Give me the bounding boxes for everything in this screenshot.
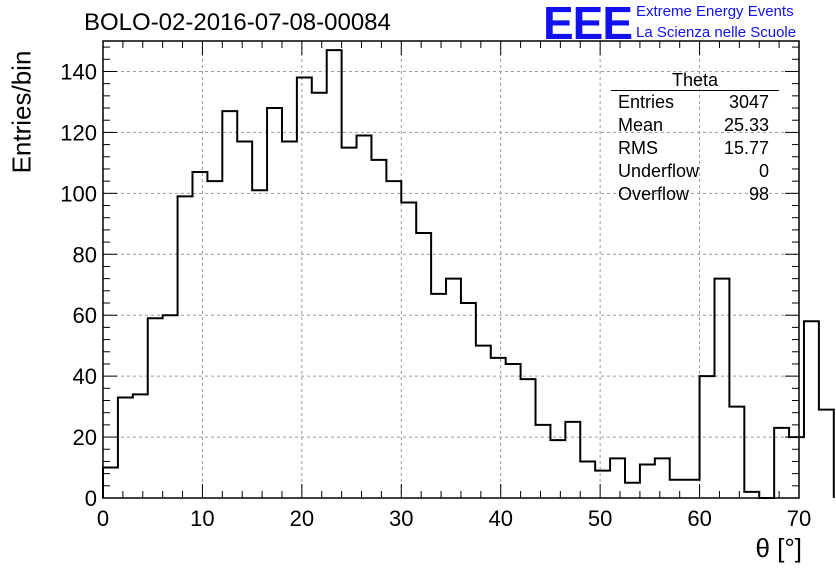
stats-label: Overflow <box>618 184 690 204</box>
x-tick-label: 50 <box>588 506 612 531</box>
logo-line-1: Extreme Energy Events <box>636 3 794 20</box>
y-tick-label: 0 <box>85 486 97 511</box>
plot-title: BOLO-02-2016-07-08-00084 <box>84 9 391 36</box>
stats-title: Theta <box>611 70 779 91</box>
stats-value: 15.77 <box>723 138 769 158</box>
stats-label: RMS <box>618 138 658 158</box>
y-tick-label: 100 <box>60 181 97 206</box>
stats-value: 3047 <box>728 92 769 112</box>
stats-value: 98 <box>748 184 769 204</box>
plot-frame <box>102 40 800 499</box>
x-axis-label: θ [°] <box>755 533 802 563</box>
y-tick-label: 20 <box>73 425 97 450</box>
stats-label: Entries <box>618 92 675 112</box>
x-tick-label: 20 <box>290 506 314 531</box>
x-tick-label: 0 <box>97 506 109 531</box>
stats-label: Underflow <box>618 161 700 181</box>
stats-row-mean: Mean 25.33 <box>611 114 779 137</box>
x-tick-label: 30 <box>389 506 413 531</box>
y-tick-label: 80 <box>73 242 97 267</box>
y-tick-label: 60 <box>73 303 97 328</box>
stats-value: 0 <box>758 161 769 181</box>
stats-box: Theta Entries 3047 Mean 25.33 RMS 15.77 … <box>611 70 779 206</box>
logo-line-2: La Scienza nelle Scuole <box>636 24 797 41</box>
stats-value: 25.33 <box>723 115 769 135</box>
stats-row-rms: RMS 15.77 <box>611 137 779 160</box>
eee-logo: EEE <box>543 0 633 49</box>
x-tick-label: 10 <box>190 506 214 531</box>
stats-label: Mean <box>618 115 664 135</box>
x-tick-label: 70 <box>787 506 811 531</box>
x-tick-label: 60 <box>687 506 711 531</box>
histogram-line <box>102 49 835 499</box>
y-tick-label: 140 <box>60 59 97 84</box>
stats-row-entries: Entries 3047 <box>611 91 779 114</box>
stats-row-underflow: Underflow 0 <box>611 160 779 183</box>
y-tick-label: 120 <box>60 120 97 145</box>
stats-row-overflow: Overflow 98 <box>611 183 779 206</box>
y-tick-label: 40 <box>73 364 97 389</box>
x-tick-label: 40 <box>488 506 512 531</box>
